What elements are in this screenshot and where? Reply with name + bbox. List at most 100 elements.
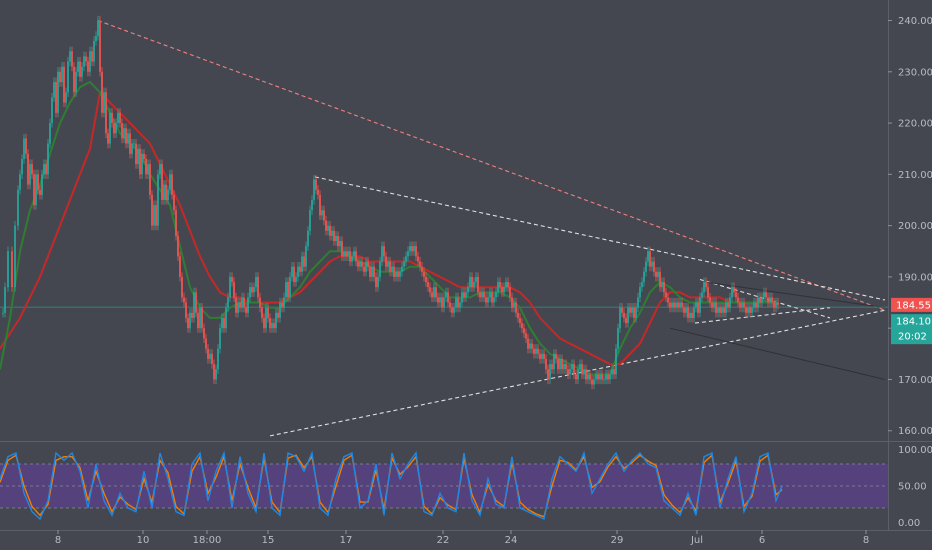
candle-body (183, 297, 185, 303)
trendline[interactable] (704, 281, 886, 309)
candle-body (245, 307, 247, 313)
candle-body (725, 302, 727, 313)
candle-body (385, 256, 387, 267)
candle-body (761, 297, 763, 303)
candle-body (187, 317, 189, 329)
candle-body (185, 302, 187, 318)
candle-body (477, 276, 479, 293)
trendline[interactable] (694, 307, 831, 324)
candle-body (375, 276, 377, 288)
candle-body (609, 374, 611, 380)
price-badge-current (891, 314, 932, 345)
candle-body (419, 261, 421, 267)
oscillator-panel[interactable] (0, 450, 888, 521)
candle-body (163, 184, 165, 200)
candle-body (43, 164, 45, 175)
candle-body (267, 307, 269, 318)
candle-body (527, 338, 529, 349)
candle-body (651, 261, 653, 267)
oscillator-k-line (0, 450, 783, 521)
candle-body (771, 297, 773, 303)
candle-body (259, 297, 261, 308)
candle-body (49, 123, 51, 144)
trendline[interactable] (314, 176, 886, 301)
candle-body (401, 266, 403, 272)
candle-body (357, 261, 359, 267)
candle-body (505, 282, 507, 288)
candle-body (225, 307, 227, 329)
candle-body (307, 230, 309, 247)
candle-body (635, 307, 637, 318)
candle-body (381, 246, 383, 262)
candle-body (541, 353, 543, 359)
candle-body (535, 348, 537, 354)
candle-body (759, 297, 761, 303)
candle-body (117, 112, 119, 124)
candle-body (345, 251, 347, 257)
candle-body (465, 292, 467, 298)
candle-body (581, 364, 583, 375)
trendline[interactable] (669, 327, 886, 380)
candle-body (753, 302, 755, 308)
candle-body (325, 220, 327, 231)
candle-body (261, 307, 263, 318)
candle-body (69, 51, 71, 62)
candle-body (33, 174, 35, 206)
candle-body (281, 302, 283, 308)
candle-body (19, 174, 21, 190)
x-tick-label: 8 (863, 535, 869, 546)
candle-body (751, 307, 753, 313)
candle-body (73, 66, 75, 93)
candle-body (125, 128, 127, 144)
candle-body (685, 307, 687, 313)
candle-body (569, 369, 571, 375)
trendline[interactable] (699, 278, 831, 319)
candle-body (757, 297, 759, 308)
price-panel[interactable] (0, 15, 888, 437)
candle-body (341, 241, 343, 257)
candle-body (579, 364, 581, 370)
candle-body (469, 276, 471, 288)
candle-body (181, 276, 183, 298)
candle-body (719, 307, 721, 313)
candle-body (55, 82, 57, 113)
candle-body (257, 276, 259, 298)
candle-body (323, 210, 325, 221)
candle-body (109, 112, 111, 144)
candle-body (511, 297, 513, 308)
candle-body (549, 364, 551, 380)
price-y-tick-label: 210.00 (898, 170, 932, 181)
price-y-tick-label: 170.00 (898, 375, 932, 386)
candle-body (155, 205, 157, 226)
candle-body (723, 307, 725, 313)
candle-body (515, 302, 517, 313)
candle-body (301, 256, 303, 272)
candle-body (483, 292, 485, 298)
candle-body (175, 210, 177, 236)
candle-body (709, 297, 711, 303)
price-y-tick-label: 230.00 (898, 67, 932, 78)
candle-body (265, 307, 267, 329)
candle-body (755, 302, 757, 308)
candle-body (499, 282, 501, 288)
candle-body (763, 292, 765, 298)
candle-body (275, 312, 277, 329)
candle-body (77, 61, 79, 72)
candle-body (713, 302, 715, 308)
candle-body (379, 261, 381, 277)
candle-body (229, 276, 231, 298)
candle-body (617, 328, 619, 349)
candle-body (611, 369, 613, 375)
candle-body (167, 189, 169, 200)
candle-body (637, 297, 639, 308)
candle-body (253, 287, 255, 293)
candle-body (633, 307, 635, 318)
candle-body (411, 246, 413, 252)
candle-body (7, 251, 9, 288)
candle-body (213, 364, 215, 380)
candle-body (249, 287, 251, 298)
candle-body (421, 266, 423, 272)
candle-body (677, 302, 679, 308)
